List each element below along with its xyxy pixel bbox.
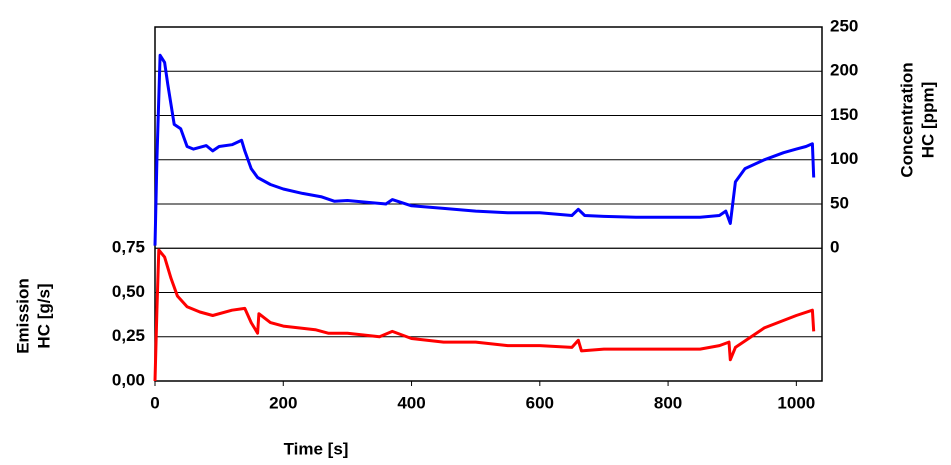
- y-tick-label: 0,25: [112, 326, 145, 345]
- x-tick-label: 800: [654, 393, 682, 412]
- y-tick-label: 0,50: [112, 282, 145, 301]
- x-tick-label: 200: [269, 393, 297, 412]
- x-tick-label: 0: [150, 393, 159, 412]
- y2-axis-label-line: HC [ppm]: [918, 82, 937, 158]
- y-tick-label: 0,75: [112, 238, 145, 257]
- x-tick-label: 400: [397, 393, 425, 412]
- y-axis-label-line: HC [g/s]: [34, 283, 53, 348]
- y2-tick-label: 0: [830, 238, 839, 257]
- y2-tick-label: 100: [830, 149, 858, 168]
- data-line: [153, 248, 816, 382]
- data-line: [153, 53, 816, 246]
- y-axis-label-line: Emission: [13, 278, 32, 354]
- y2-tick-label: 150: [830, 105, 858, 124]
- y2-axis-label-line: Concentration: [897, 62, 916, 177]
- x-tick-label: 1000: [777, 393, 815, 412]
- x-axis-label: Time [s]: [284, 439, 349, 458]
- y2-tick-label: 200: [830, 61, 858, 80]
- y2-axis-label: Concentration HC [ppm]: [897, 62, 937, 177]
- x-tick-label: 600: [526, 393, 554, 412]
- y-axis-label: Emission HC [g/s]: [13, 278, 53, 354]
- y-tick-label: 0,00: [112, 370, 145, 389]
- y2-tick-label: 50: [830, 193, 849, 212]
- y2-tick-label: 250: [830, 16, 858, 35]
